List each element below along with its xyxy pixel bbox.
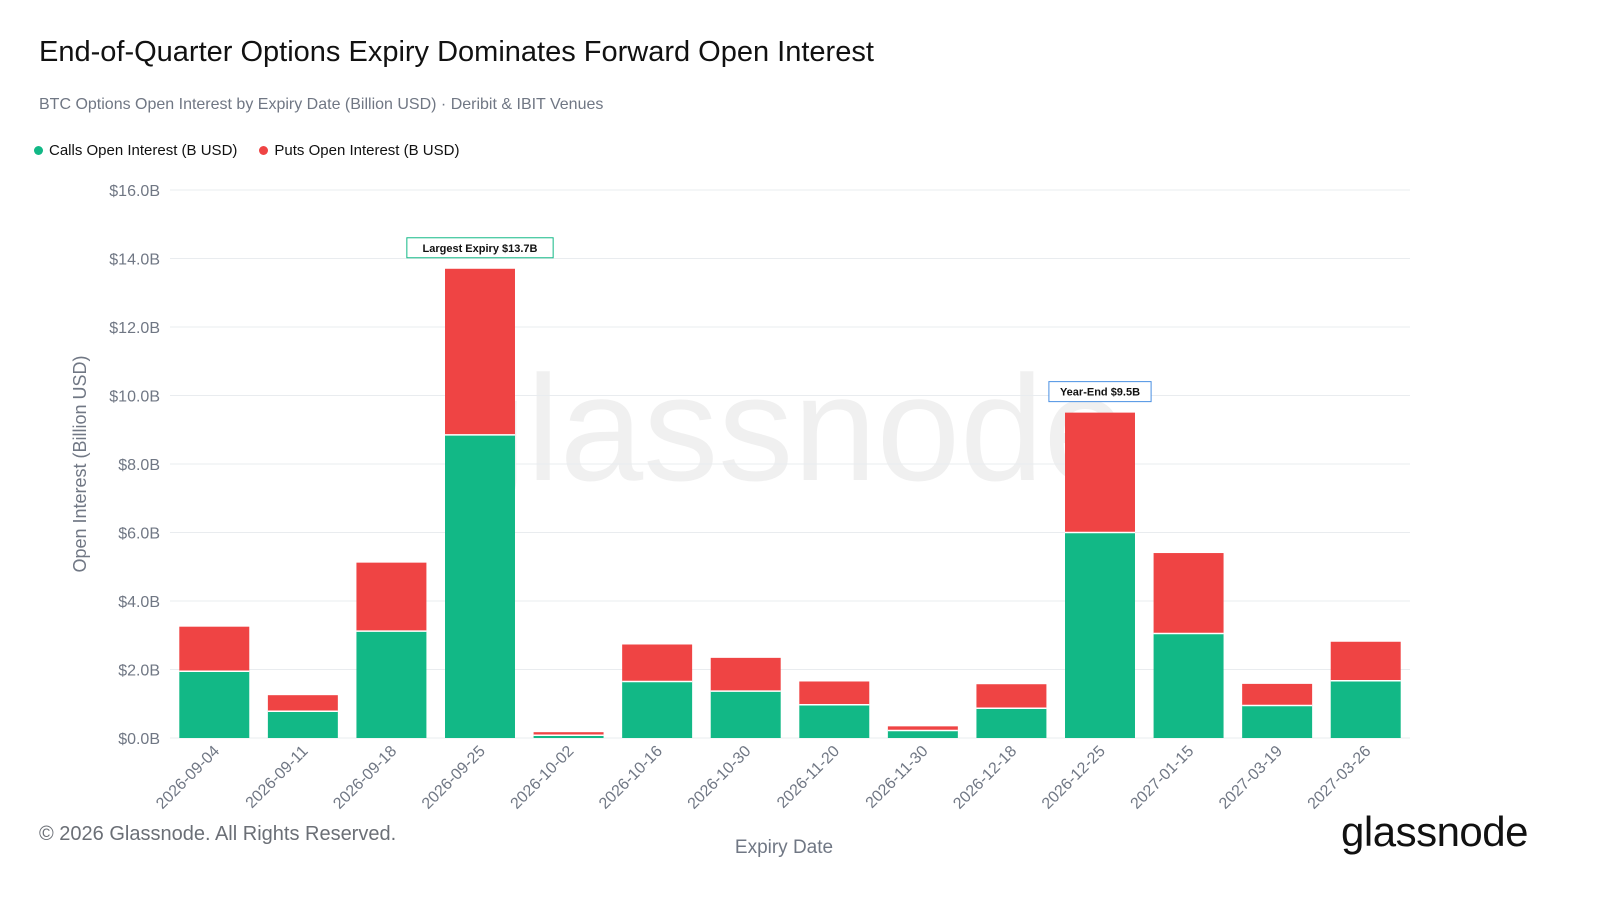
bar-calls <box>1242 705 1313 738</box>
calls-dot-icon <box>34 146 43 155</box>
x-tick-label: 2027-03-19 <box>1216 743 1286 813</box>
annotation-box <box>1048 381 1152 403</box>
bar-calls <box>179 671 250 738</box>
legend-label-calls: Calls Open Interest (B USD) <box>49 142 238 159</box>
y-tick-label: $8.0B <box>118 457 160 474</box>
legend-item-calls[interactable]: Calls Open Interest (B USD) <box>34 142 237 159</box>
y-tick-label: $2.0B <box>118 663 160 680</box>
x-tick-label: 2026-11-20 <box>774 743 843 812</box>
y-tick-label: $0.0B <box>118 731 160 748</box>
bar-puts <box>1330 641 1401 681</box>
annotation-box <box>406 237 554 259</box>
bar-puts <box>622 644 693 682</box>
bar-calls <box>445 434 515 738</box>
x-tick-label: 2027-01-15 <box>1128 743 1198 813</box>
bar-calls <box>1065 532 1135 738</box>
x-tick-label: 2026-09-25 <box>419 743 489 813</box>
y-tick-label: $12.0B <box>109 320 160 337</box>
x-tick-label: 2026-12-25 <box>1039 743 1109 813</box>
bar-puts <box>179 626 250 672</box>
bar-calls <box>887 730 958 738</box>
chart-title: End-of-Quarter Options Expiry Dominates … <box>39 36 874 68</box>
annotation-label: Year-End $9.5B <box>1060 387 1140 399</box>
puts-dot-icon <box>259 146 269 155</box>
bar-puts <box>1153 553 1224 634</box>
copyright-text: © 2026 Glassnode. All Rights Reserved. <box>39 823 397 845</box>
bar-calls <box>267 711 338 738</box>
y-tick-label: $4.0B <box>118 594 160 611</box>
bar-puts <box>710 657 781 692</box>
y-tick-label: $10.0B <box>109 389 160 406</box>
bar-puts <box>976 684 1047 709</box>
y-tick-label: $14.0B <box>109 252 160 269</box>
watermark-text: glassnode <box>443 344 1127 512</box>
bar-puts <box>1242 683 1313 706</box>
bar-calls <box>710 691 781 738</box>
legend-item-puts[interactable]: Puts Open Interest (B USD) <box>259 142 459 159</box>
x-tick-label: 2026-10-02 <box>508 743 578 813</box>
y-tick-label: $6.0B <box>118 526 160 543</box>
bar-calls <box>533 735 604 738</box>
y-axis-label: Open Interest (Billion USD) <box>70 355 90 572</box>
bar-calls <box>1153 633 1224 738</box>
legend: Calls Open Interest (B USD) Puts Open In… <box>34 142 459 159</box>
bar-puts <box>887 726 958 731</box>
bar-puts <box>267 695 338 712</box>
bar-puts <box>356 562 427 632</box>
brand-logo: glassnode <box>1341 808 1528 855</box>
x-tick-label: 2026-10-16 <box>596 743 666 813</box>
x-tick-label: 2026-09-11 <box>243 743 312 812</box>
bar-calls <box>799 704 870 738</box>
bar-puts <box>1065 412 1135 533</box>
chart-subtitle: BTC Options Open Interest by Expiry Date… <box>39 96 604 113</box>
bar-calls <box>1330 680 1401 738</box>
legend-label-puts: Puts Open Interest (B USD) <box>274 142 460 159</box>
annotation-label: Largest Expiry $13.7B <box>423 243 538 255</box>
x-axis-label: Expiry Date <box>735 837 833 858</box>
bar-calls <box>356 631 427 738</box>
x-tick-label: 2026-10-30 <box>685 743 755 813</box>
bar-puts <box>533 732 604 736</box>
x-tick-label: 2026-09-18 <box>330 743 400 813</box>
y-tick-label: $16.0B <box>109 183 160 200</box>
x-tick-label: 2026-12-18 <box>950 743 1020 813</box>
bar-puts <box>445 268 515 435</box>
bar-calls <box>976 708 1047 738</box>
bar-puts <box>799 681 870 705</box>
x-tick-label: 2027-03-26 <box>1305 743 1375 813</box>
bar-calls <box>622 681 693 738</box>
x-tick-label: 2026-11-30 <box>863 743 932 812</box>
x-tick-label: 2026-09-04 <box>153 743 223 813</box>
